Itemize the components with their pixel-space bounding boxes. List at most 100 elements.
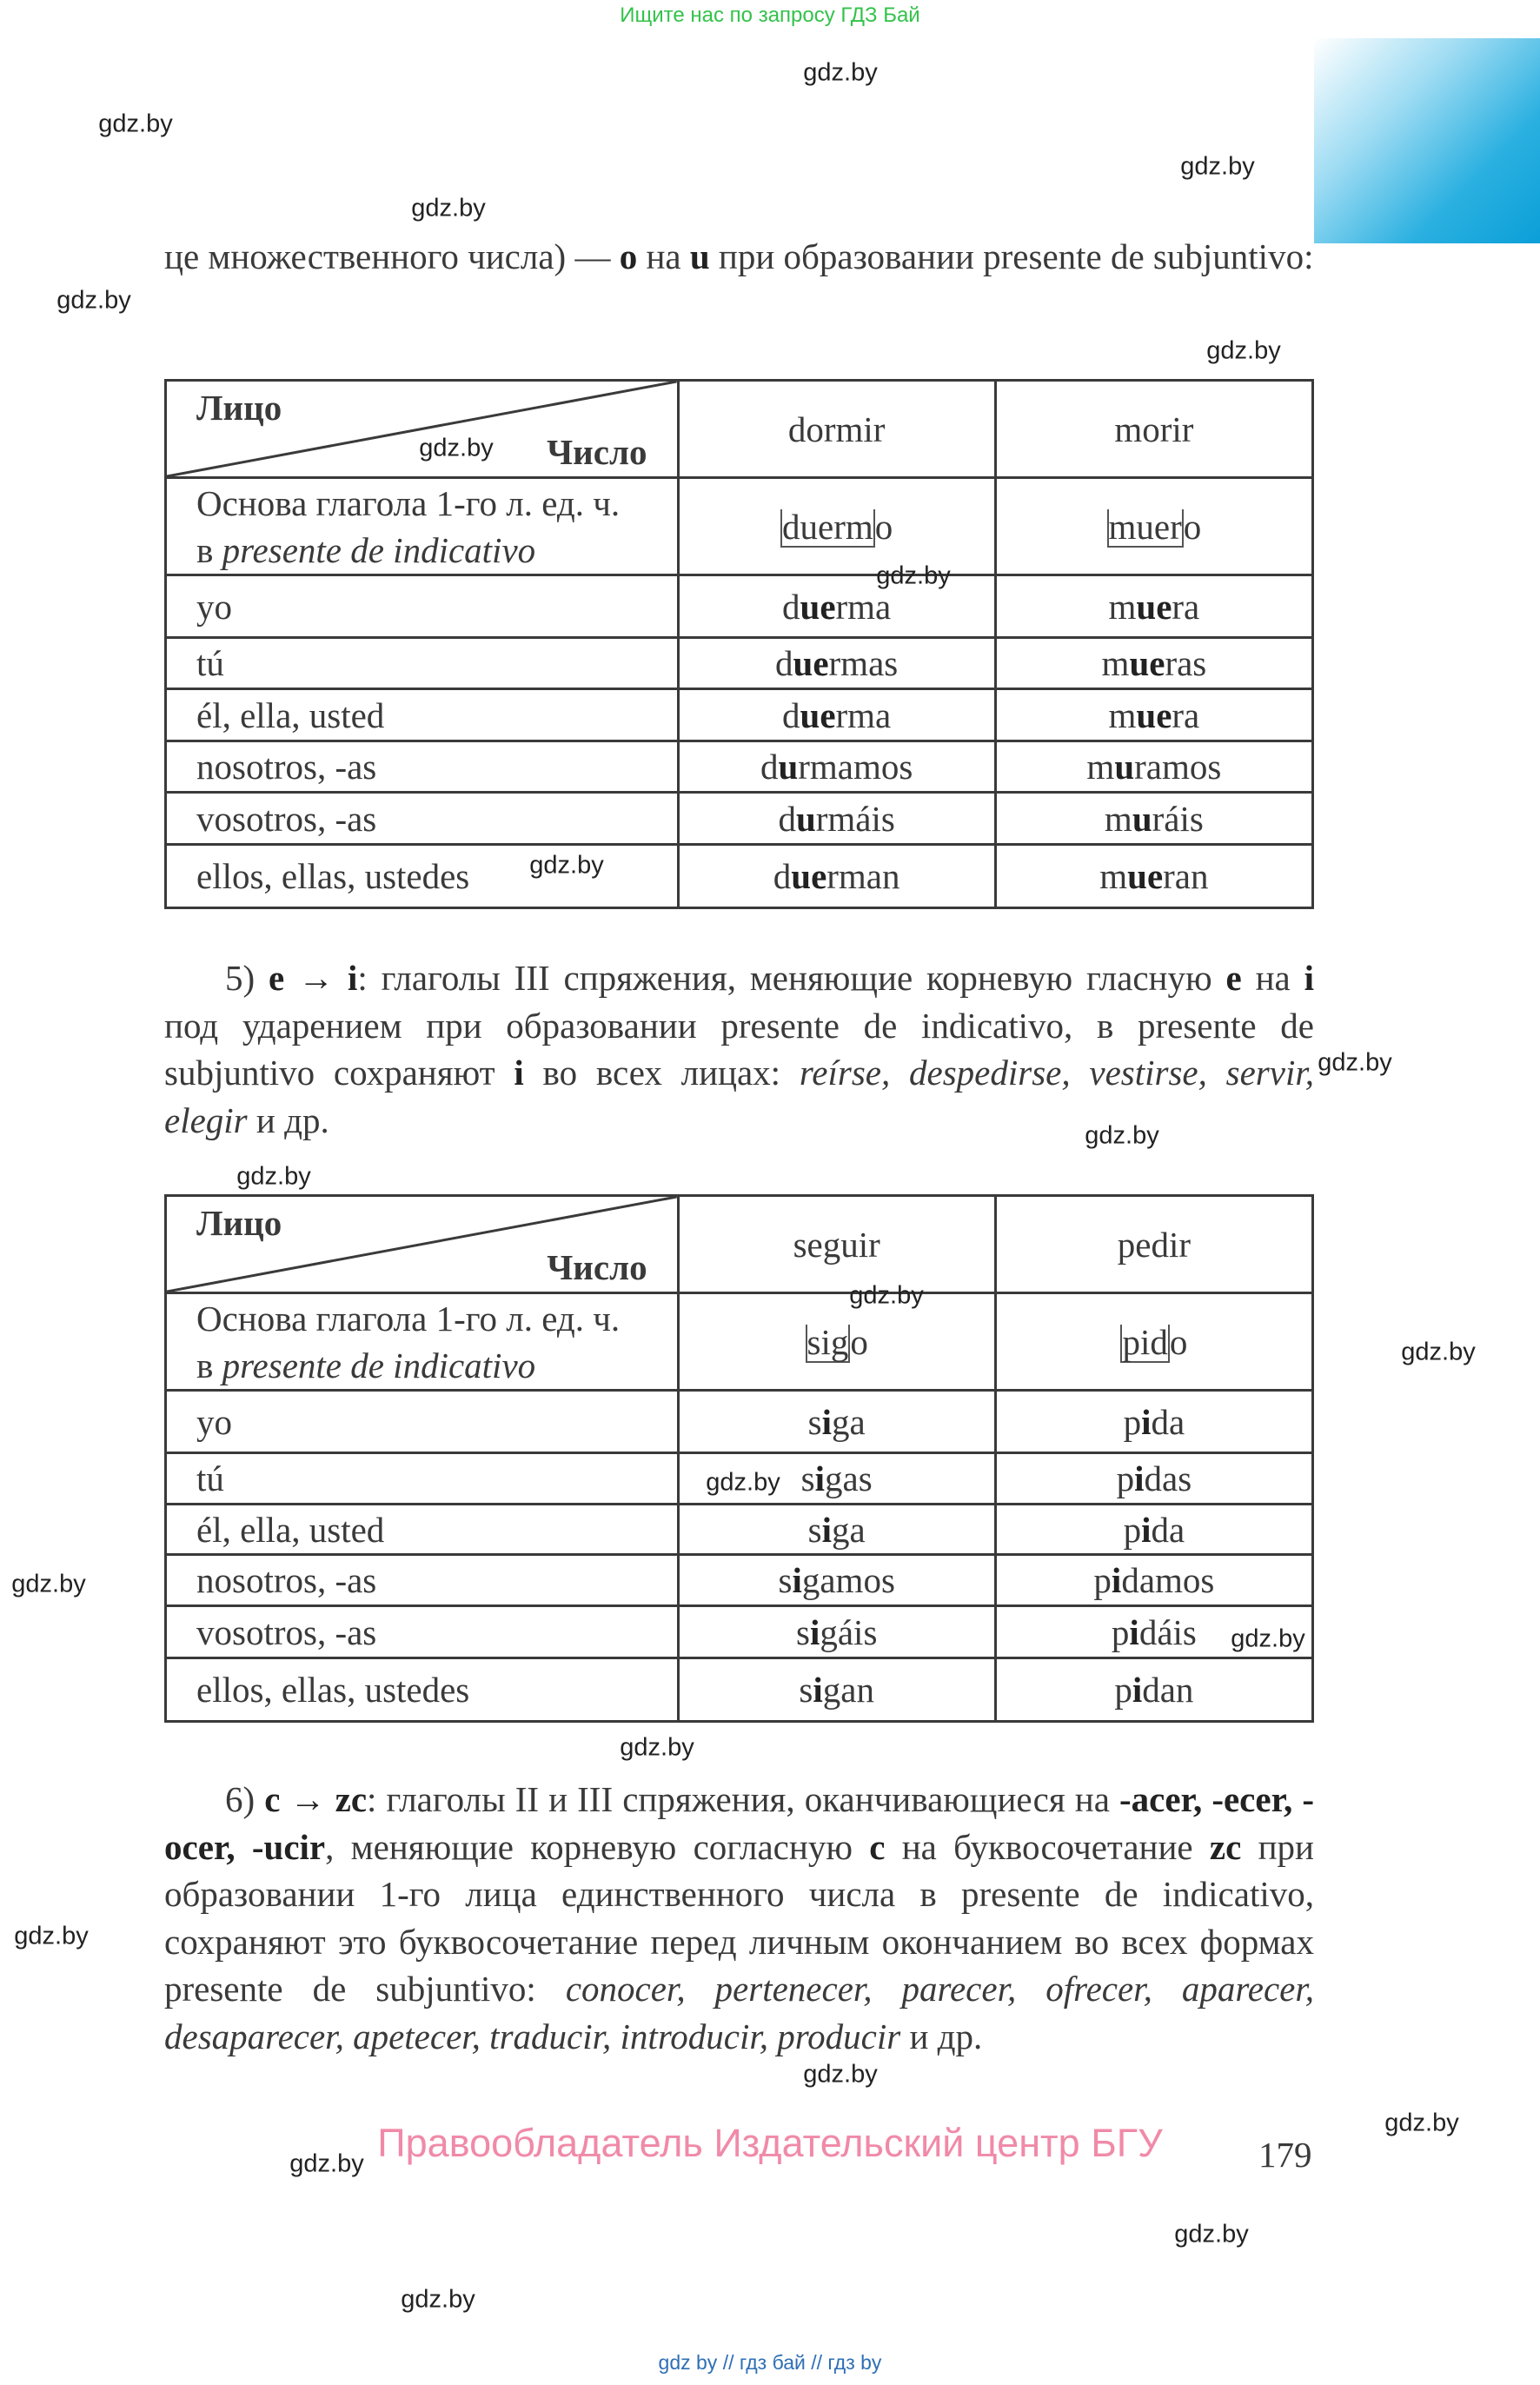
form-post: gáis: [820, 1611, 878, 1652]
form-pre: m: [1108, 586, 1137, 627]
verb-ending: o: [874, 506, 893, 547]
watermark: gdz.by: [419, 434, 494, 462]
watermark: gdz.by: [803, 58, 878, 87]
stem-label-tense: presente de indicativo: [222, 1345, 536, 1385]
bold-text: zc: [1209, 1826, 1242, 1867]
form-pre: s: [807, 1401, 822, 1442]
watermark: gdz.by: [411, 194, 486, 223]
form-changed-vowel: ue: [1127, 856, 1164, 896]
verb-stem: duerm: [780, 506, 875, 548]
person-cell: vosotros, -as: [164, 1604, 680, 1659]
form-cell: duermas: [676, 636, 997, 690]
form-pre: d: [782, 586, 800, 627]
form-changed-vowel: ue: [791, 856, 827, 896]
table-row: vosotros, -as durmáis muráis: [164, 791, 1315, 846]
person-cell: yo: [164, 1389, 680, 1454]
header-verb: seguir: [676, 1194, 997, 1294]
table-row: tú sigas pidas: [164, 1452, 1315, 1505]
watermark: gdz.by: [1180, 152, 1255, 181]
form-pre: m: [1108, 694, 1137, 735]
form-cell: sigamos: [676, 1553, 997, 1607]
form-post: rmas: [828, 643, 899, 683]
form-cell: muráis: [993, 791, 1315, 846]
bottom-links[interactable]: gdz by // гдз бай // гдз by: [658, 2351, 882, 2374]
text: : глаголы III спряжения, меняющие корнев…: [357, 958, 1226, 998]
stem-row: Основа глагола 1-го л. ед. ч. в presente …: [164, 476, 1315, 576]
form-pre: m: [1101, 643, 1130, 683]
form-cell: mueras: [993, 636, 1315, 690]
watermark: gdz.by: [803, 2060, 878, 2089]
verb-stem: sig: [805, 1321, 851, 1363]
form-changed-vowel: i: [813, 1670, 823, 1710]
form-cell: siga: [676, 1389, 997, 1454]
header-person: Лицо: [196, 388, 282, 428]
form-post: ra: [1172, 586, 1200, 627]
form-post: ran: [1163, 856, 1209, 896]
bold-text: e → i: [269, 958, 358, 998]
form-changed-vowel: u: [778, 747, 799, 787]
table-row: yo siga pida: [164, 1389, 1315, 1454]
text: при образовании 1-го лица единственного …: [164, 1826, 1314, 2010]
text: и др.: [247, 1099, 329, 1140]
stem-row: Основа глагола 1-го л. ед. ч. в presente …: [164, 1292, 1315, 1392]
bold-text: c: [869, 1826, 886, 1867]
text: и др.: [900, 2016, 983, 2056]
person-cell: ellos, ellas, ustedes: [164, 843, 680, 909]
stem-label-prefix: в: [196, 1345, 222, 1385]
bold-text: u: [689, 236, 710, 276]
form-post: gas: [825, 1458, 873, 1498]
form-changed-vowel: i: [814, 1458, 826, 1498]
text: , меняющие корневую согласную: [325, 1826, 870, 1867]
stem-cell: duermo: [676, 476, 997, 576]
person-cell: nosotros, -as: [164, 740, 680, 794]
text: 5): [225, 958, 269, 998]
verb-ending: o: [1169, 1321, 1188, 1362]
text: под ударением при образовании presente d…: [164, 1005, 1314, 1093]
form-post: ras: [1165, 643, 1207, 683]
form-post: da: [1151, 1401, 1185, 1442]
person-cell: él, ella, usted: [164, 688, 680, 742]
stem-label-tense: presente de indicativo: [222, 529, 536, 570]
page-number: 179: [1258, 2135, 1312, 2175]
form-changed-vowel: i: [792, 1560, 802, 1600]
watermark: gdz.by: [56, 286, 131, 315]
watermark: gdz.by: [14, 1922, 89, 1950]
form-changed-vowel: i: [821, 1401, 833, 1442]
form-post: rma: [835, 694, 892, 735]
text: на буквосочетание: [885, 1826, 1210, 1867]
watermark: gdz.by: [401, 2285, 475, 2314]
stem-label: Основа глагола 1-го л. ед. ч. в presente …: [164, 1292, 680, 1392]
form-changed-vowel: u: [1132, 798, 1152, 839]
watermark: gdz.by: [1085, 1121, 1159, 1150]
form-post: rman: [826, 856, 900, 896]
form-cell: pidas: [993, 1452, 1315, 1505]
form-cell: sigáis: [676, 1604, 997, 1659]
table-row: ellos, ellas, ustedes sigan pidan: [164, 1657, 1315, 1723]
form-cell: pidáis: [993, 1604, 1315, 1659]
table-row: ellos, ellas, ustedes duerman mueran: [164, 843, 1315, 909]
header-verb: dormir: [676, 379, 997, 479]
header-person: Лицо: [196, 1203, 282, 1243]
copyright-owner: Правообладатель Издательский центр БГУ: [377, 2121, 1163, 2165]
verb-stem: pid: [1120, 1321, 1170, 1363]
form-pre: p: [1123, 1509, 1142, 1550]
header-row: Лицо Число seguir pedir: [164, 1194, 1315, 1294]
bold-text: -acer, -ecer, -ocer, -ucir: [164, 1779, 1314, 1867]
table-row: vosotros, -as sigáis pidáis: [164, 1604, 1315, 1659]
form-cell: pida: [993, 1389, 1315, 1454]
verb-stem: muer: [1106, 506, 1184, 548]
top-banner[interactable]: Ищите нас по запросу ГДЗ Бай: [620, 3, 920, 27]
form-changed-vowel: i: [1129, 1611, 1139, 1652]
bold-text: c → zc: [264, 1779, 368, 1819]
person-cell: él, ella, usted: [164, 1503, 680, 1556]
form-changed-vowel: ue: [1136, 586, 1172, 627]
form-post: rmamos: [798, 747, 913, 787]
form-post: ra: [1172, 694, 1200, 735]
watermark: gdz.by: [1318, 1048, 1392, 1077]
form-pre: d: [760, 747, 779, 787]
stem-label-line1: Основа глагола 1-го л. ед. ч.: [196, 482, 621, 523]
form-post: ga: [832, 1509, 866, 1550]
form-pre: s: [800, 1458, 815, 1498]
form-post: gan: [822, 1670, 874, 1710]
watermark: gdz.by: [876, 561, 951, 590]
